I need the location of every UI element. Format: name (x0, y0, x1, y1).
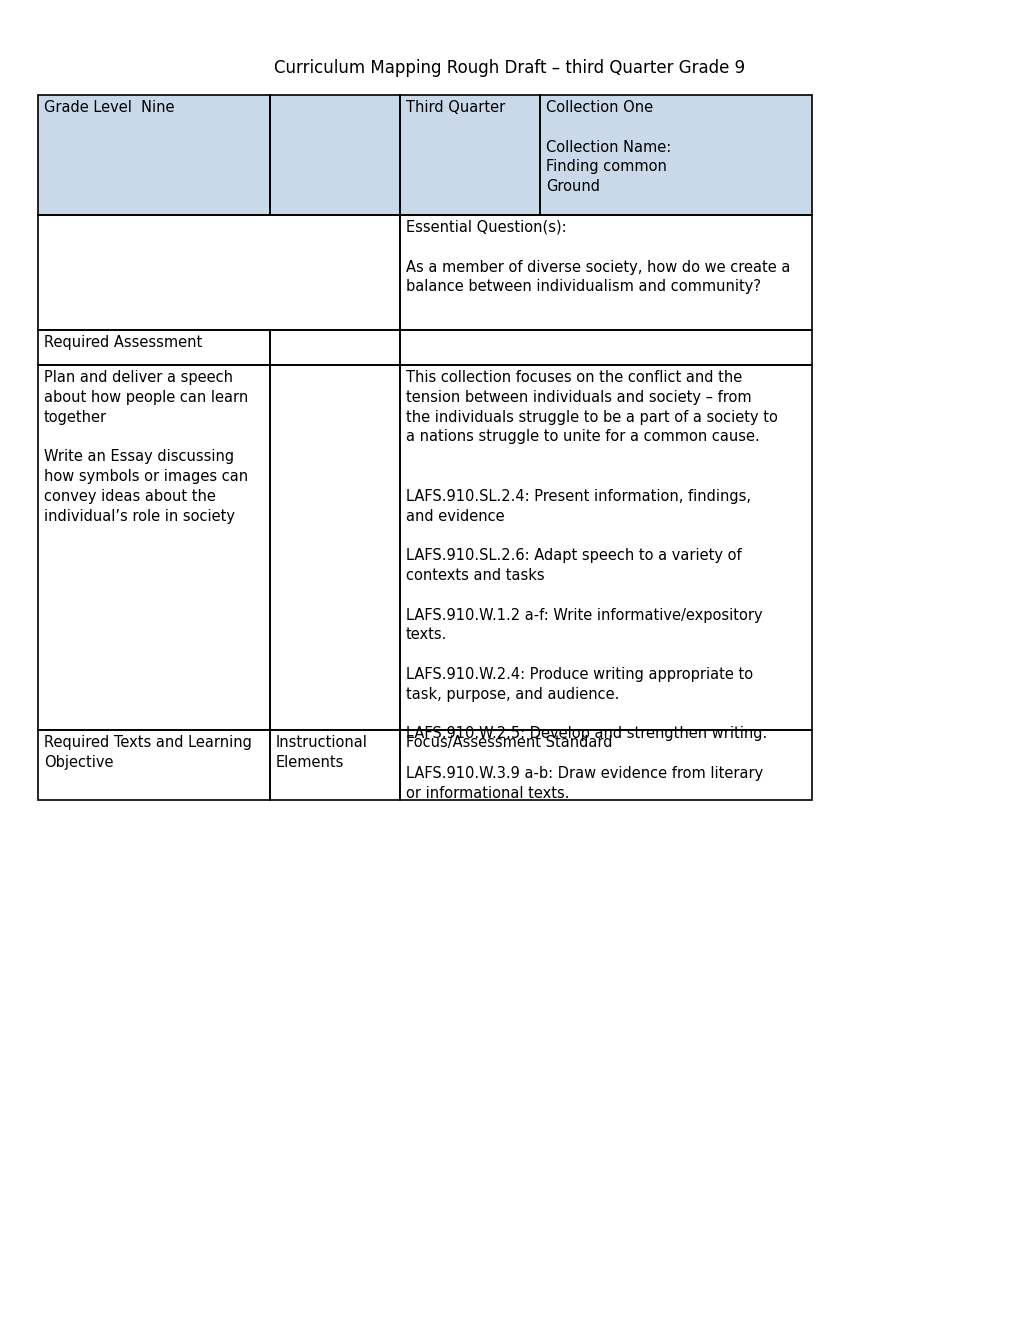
Text: Curriculum Mapping Rough Draft – third Quarter Grade 9: Curriculum Mapping Rough Draft – third Q… (274, 59, 745, 77)
Text: Instructional
Elements: Instructional Elements (276, 735, 368, 770)
Bar (38, 95, 270, 215)
Bar (399, 330, 811, 366)
Bar (399, 330, 811, 366)
Bar (399, 730, 811, 800)
Bar (270, 330, 399, 366)
Text: Plan and deliver a speech
about how people can learn
together

Write an Essay di: Plan and deliver a speech about how peop… (44, 370, 248, 524)
Text: Essential Question(s):

As a member of diverse society, how do we create a
balan: Essential Question(s): As a member of di… (406, 220, 790, 294)
Bar (399, 95, 539, 215)
Bar (399, 730, 811, 800)
Bar (38, 730, 270, 800)
Bar (38, 366, 270, 730)
Bar (539, 95, 811, 215)
Bar (270, 366, 399, 730)
Text: Required Texts and Learning
Objective: Required Texts and Learning Objective (44, 735, 252, 770)
Bar (399, 215, 811, 330)
Bar (38, 366, 270, 730)
Text: Focus/Assessment Standard: Focus/Assessment Standard (406, 735, 611, 750)
Bar (38, 730, 270, 800)
Bar (399, 215, 811, 330)
Bar (270, 95, 399, 215)
Text: This collection focuses on the conflict and the
tension between individuals and : This collection focuses on the conflict … (406, 370, 777, 801)
Bar (270, 95, 399, 215)
Text: Third Quarter: Third Quarter (406, 100, 504, 115)
Bar (270, 330, 399, 366)
Text: Grade Level  Nine: Grade Level Nine (44, 100, 174, 115)
Bar (38, 215, 399, 330)
Bar (399, 95, 539, 215)
Bar (38, 95, 270, 215)
Bar (270, 366, 399, 730)
Bar (399, 366, 811, 730)
Bar (38, 330, 270, 366)
Text: Required Assessment: Required Assessment (44, 335, 202, 350)
Bar (270, 730, 399, 800)
Bar (270, 730, 399, 800)
Text: Collection One

Collection Name:
Finding common
Ground: Collection One Collection Name: Finding … (545, 100, 671, 194)
Bar (38, 215, 399, 330)
Bar (539, 95, 811, 215)
Bar (38, 330, 270, 366)
Bar (399, 366, 811, 730)
